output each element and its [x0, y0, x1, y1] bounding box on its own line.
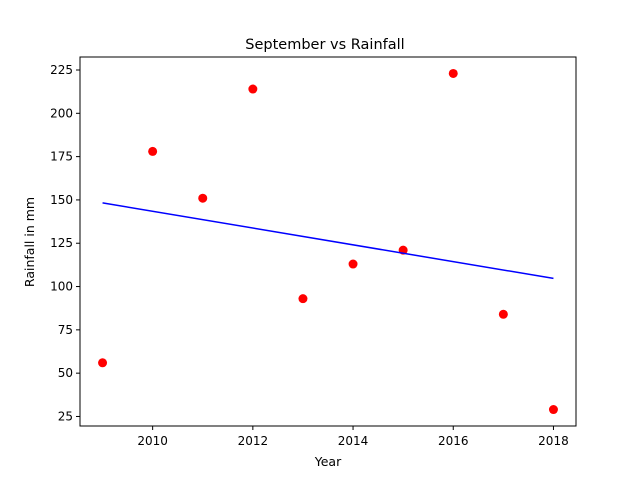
- x-tick-label: 2016: [438, 434, 469, 448]
- data-point: [348, 259, 358, 269]
- y-tick-label: 75: [58, 323, 73, 337]
- data-point: [548, 405, 558, 415]
- data-point: [148, 146, 158, 156]
- y-tick-label: 25: [58, 409, 73, 423]
- chart-title: September vs Rainfall: [245, 37, 404, 53]
- data-point: [448, 68, 458, 78]
- x-tick-label: 2018: [538, 434, 569, 448]
- y-tick-label: 225: [50, 63, 73, 77]
- x-tick-label: 2014: [338, 434, 369, 448]
- y-axis: 25 50 75 100 125 150 175 200 225: [50, 63, 80, 423]
- y-tick-label: 200: [50, 106, 73, 120]
- data-point: [98, 358, 108, 368]
- data-point: [198, 193, 208, 203]
- data-point: [248, 84, 258, 94]
- plot-content: [98, 68, 558, 415]
- y-tick-label: 125: [50, 236, 73, 250]
- y-tick-label: 175: [50, 150, 73, 164]
- plot-frame: [79, 56, 577, 427]
- trend-line: [102, 202, 554, 280]
- x-axis-label: Year: [314, 454, 342, 469]
- y-tick-label: 50: [58, 366, 73, 380]
- data-point: [498, 309, 508, 319]
- y-tick-label: 150: [50, 193, 73, 207]
- x-axis: 2010 2012 2014 2016 2018: [137, 426, 569, 448]
- x-tick-label: 2012: [238, 434, 269, 448]
- x-tick-label: 2010: [137, 434, 168, 448]
- y-axis-label: Rainfall in mm: [22, 197, 37, 287]
- data-point: [298, 294, 308, 304]
- y-tick-label: 100: [50, 280, 73, 294]
